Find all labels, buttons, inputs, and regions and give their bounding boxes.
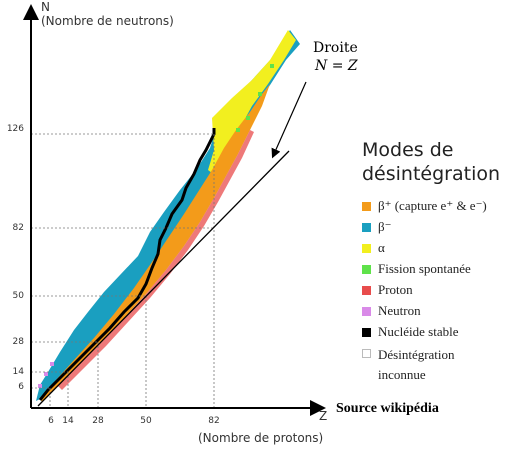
fission-specks bbox=[236, 64, 274, 132]
source-credit: Source wikipédia bbox=[336, 401, 439, 416]
legend-item-fission: Fission spontanée bbox=[362, 261, 520, 282]
y-tick-6: 6 bbox=[18, 382, 24, 392]
legend-item-beta-plus: β⁺ (capture e⁺ & e⁻) bbox=[362, 198, 520, 219]
x-tick-labels: 6 14 28 50 82 bbox=[48, 416, 220, 426]
legend-swatch-beta-minus bbox=[362, 223, 371, 232]
legend-swatch-beta-plus bbox=[362, 202, 371, 211]
legend-swatch-neutron bbox=[362, 307, 371, 316]
y-axis-letter: N bbox=[41, 0, 50, 14]
legend-label-fission: Fission spontanée bbox=[378, 261, 471, 276]
y-axis-caption: (Nombre de neutrons) bbox=[41, 14, 174, 28]
x-tick-82: 82 bbox=[208, 416, 219, 426]
legend-label-stable: Nucléide stable bbox=[378, 324, 459, 339]
legend-swatch-alpha bbox=[362, 244, 371, 253]
x-tick-50: 50 bbox=[140, 416, 152, 426]
legend-swatch-stable bbox=[362, 328, 371, 337]
legend-swatch-proton bbox=[362, 286, 371, 295]
legend-label-neutron: Neutron bbox=[378, 303, 421, 318]
y-tick-50: 50 bbox=[13, 291, 25, 301]
x-tick-14: 14 bbox=[62, 416, 74, 426]
stable-nuclides-line bbox=[38, 128, 216, 401]
legend-item-unknown: Désintégration inconnue bbox=[362, 345, 520, 385]
nuclide-band bbox=[36, 30, 300, 402]
legend-title-line1: Modes de bbox=[362, 139, 454, 161]
guide-lines bbox=[31, 133, 215, 408]
annotation-line2: N = Z bbox=[314, 58, 358, 74]
y-tick-126: 126 bbox=[7, 124, 24, 134]
y-tick-14: 14 bbox=[13, 367, 25, 377]
legend-label-unknown-line2: inconnue bbox=[378, 367, 426, 382]
neutron-specks bbox=[38, 362, 54, 388]
y-tick-82: 82 bbox=[13, 223, 24, 233]
legend-item-beta-minus: β⁻ bbox=[362, 219, 520, 240]
n-equals-z-line bbox=[37, 150, 290, 407]
legend-label-beta-plus: β⁺ (capture e⁺ & e⁻) bbox=[378, 198, 487, 213]
legend-label-unknown: Désintégration inconnue bbox=[378, 345, 455, 385]
legend-label-proton: Proton bbox=[378, 282, 413, 297]
legend-swatch-unknown bbox=[362, 349, 371, 358]
legend-title-line2: désintégration bbox=[362, 163, 501, 185]
legend-swatch-fission bbox=[362, 265, 371, 274]
legend-label-unknown-line1: Désintégration bbox=[378, 347, 455, 362]
y-tick-labels: 126 82 50 28 14 6 bbox=[7, 124, 24, 392]
legend: Modes de désintégration β⁺ (capture e⁺ &… bbox=[362, 138, 520, 385]
legend-item-stable: Nucléide stable bbox=[362, 324, 520, 345]
x-axis-caption: (Nombre de protons) bbox=[198, 431, 323, 445]
legend-item-neutron: Neutron bbox=[362, 303, 520, 324]
annotation-arrow bbox=[271, 81, 307, 159]
y-tick-28: 28 bbox=[13, 337, 25, 347]
legend-label-alpha: α bbox=[378, 240, 385, 255]
x-tick-6: 6 bbox=[48, 416, 54, 426]
annotation-line1: Droite bbox=[313, 40, 358, 56]
x-axis-letter: Z bbox=[319, 409, 327, 423]
legend-title: Modes de désintégration bbox=[362, 138, 520, 186]
legend-item-alpha: α bbox=[362, 240, 520, 261]
legend-label-beta-minus: β⁻ bbox=[378, 219, 392, 234]
legend-item-proton: Proton bbox=[362, 282, 520, 303]
x-tick-28: 28 bbox=[92, 416, 104, 426]
